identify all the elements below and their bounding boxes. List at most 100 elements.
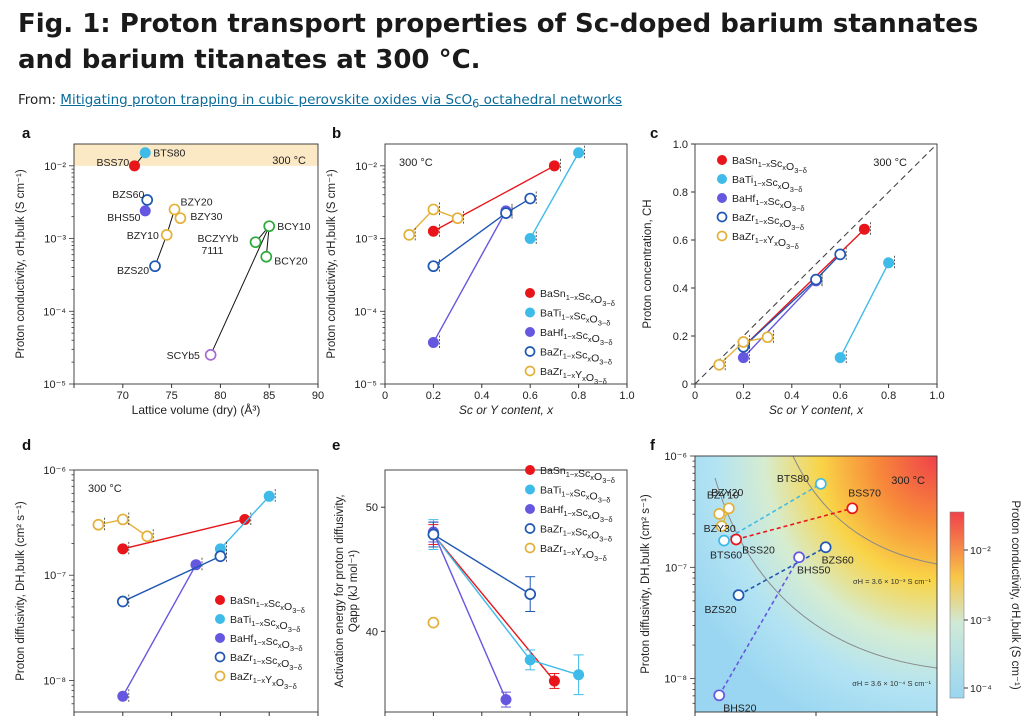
legend-marker [525,465,535,475]
point-label: BZY20 [181,196,213,208]
panel-c: c 0 0.2 0.4 0.6 0.8 1.0 0 0.2 0.4 0.6 0.8 1.0 Proton … [642,125,945,417]
x-tick-label: 75 [165,390,177,402]
series-line [433,533,531,595]
legend-text-part: BaTi [732,174,753,186]
data-point [451,212,464,225]
data-point [573,147,585,159]
legend-text-part: 1−x [755,217,768,226]
figure-title: Fig. 1: Proton transport properties of S… [18,9,979,75]
legend-marker [717,174,727,184]
legend-text-part: Sc [767,215,779,227]
series-line [432,534,579,676]
x-tick-label: 0.4 [784,390,799,402]
series-line [122,564,197,697]
point-label: BSS70 [97,157,130,169]
legend-text-part: x [590,473,594,482]
x-tick-label: 0.6 [523,390,538,402]
legend-text-part: BaTi [540,485,561,497]
legend-text-part: x [272,679,276,688]
data-point [204,349,217,361]
legend-text-part: BaZr [732,231,755,243]
y-tick-label: 0.8 [673,187,688,199]
dashed-link [738,546,827,596]
legend-text-part: O [276,677,284,689]
point-label: SCYb5 [167,350,200,362]
data-point [403,229,416,241]
source-line: From: Mitigating proton trapping in cubi… [18,92,622,111]
x-axis-label: Sc or Y content, x [459,403,554,417]
legend-marker [525,307,535,318]
legend-text-part: Sc [575,350,587,362]
article-link[interactable]: Mitigating proton trapping in cubic pero… [60,92,623,111]
series-line [432,534,555,682]
legend-text-part: x [779,220,783,229]
colorbar-tick-label: 10⁻² [970,545,991,557]
y-tick-label: 0 [682,379,688,391]
panel-e: e00.20.40.60.81.04050Activation energy f… [332,437,628,716]
data-point [793,551,805,564]
data-point [141,194,154,206]
data-point [500,207,512,219]
legend-text-part: O [590,314,598,326]
panel-b: b 0 0.2 0.4 0.6 0.8 1.0 10⁻⁵ 10⁻⁴ 10⁻³ 10⁻² Proton … [326,125,635,417]
legend-marker [524,365,536,377]
x-tick-label: 80 [214,390,226,402]
legend-text-part: O [592,510,600,522]
data-point [524,233,536,245]
legend-text-part: 1−x [251,619,264,628]
data-point [141,530,154,543]
point-label: BHS50 [107,212,140,224]
data-point [723,502,735,515]
point-label: BHS50 [797,564,830,576]
point-label: BZS60 [112,189,144,201]
data-point [524,192,537,205]
y-axis-label: Proton diffusivity, DH,bulk (cm² s⁻¹) [640,494,652,674]
y-axis-label-line2: Qapp (kJ mol⁻¹) [348,550,360,632]
point-label: BTS80 [777,473,809,485]
series-line [839,262,890,358]
data-point [713,358,726,371]
legend-text-part: 1−x [563,352,576,361]
diagonal-reference [694,143,938,385]
legend-entry: BaHf1−xScxO3−δ [540,327,613,347]
series-line [219,495,270,550]
legend-text-part: 3−δ [290,644,303,653]
data-point [713,508,726,520]
legend-text-part: Sc [268,598,280,610]
legend-text-part: 1−x [563,371,576,380]
legend-text-part: 1−x [563,509,576,518]
legend-text-part: Y [265,674,272,686]
legend-text-part: x [280,603,284,612]
legend-text-part: BaHf [230,633,253,645]
legend-text-part: Sc [578,291,590,303]
data-point [427,528,440,541]
legend-text-part: Sc [574,311,586,323]
legend-entry: BaTi1−xScxO3−δ [540,485,610,505]
legend-text-part: x [582,374,586,383]
point-label: BHS20 [723,702,756,714]
y-axis-label: Proton conductivity, σH,bulk (S cm⁻¹) [326,169,338,359]
legend-text-part: O [590,491,598,503]
legend-text-part: 3−δ [599,358,612,367]
legend-marker [525,327,535,337]
data-point [427,616,440,629]
legend-text-part: O [591,530,599,542]
point-label: BTS60 [710,550,742,562]
legend-text-part: O [594,471,602,483]
legend-text-part: 3−δ [594,377,607,386]
data-point [129,160,141,172]
x-tick-label: 0 [382,390,388,402]
plot-frame [384,469,628,713]
legend-text-part: 1−x [563,332,576,341]
data-point [214,550,227,563]
data-point [239,513,251,525]
data-point [732,589,745,601]
series-line [529,152,580,239]
point-label: BCY10 [277,221,310,233]
legend-text-part: 1−x [253,676,266,685]
temperature-annotation: 300 °C [272,155,306,167]
y-tick-label: 10⁻⁵ [354,379,377,391]
data-point [761,331,774,344]
legend-text-part: O [591,353,599,365]
point-label: BCZYYb [198,233,239,245]
